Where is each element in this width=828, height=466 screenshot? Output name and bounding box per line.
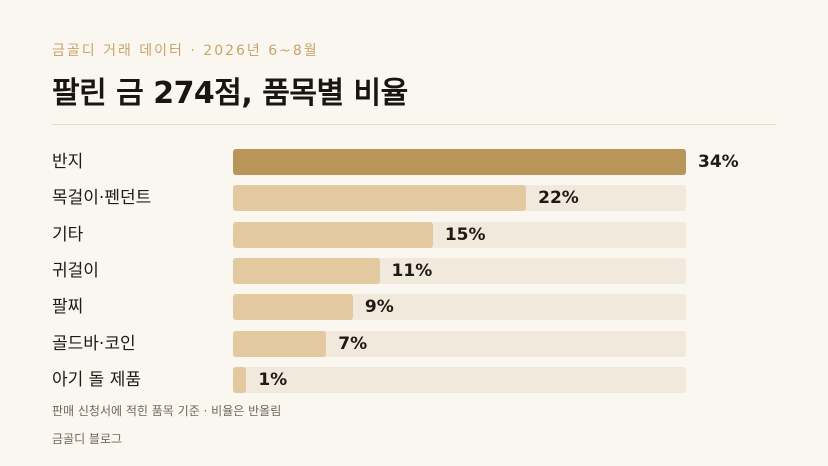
category-label: 귀걸이 — [52, 260, 99, 281]
bar — [233, 330, 327, 357]
bar-row: 반지 34% — [0, 148, 828, 176]
bar — [233, 149, 686, 175]
bar-row: 골드바·코인 7% — [0, 330, 828, 358]
brand-label: 금골디 블로그 — [52, 432, 123, 446]
bar-chart: 반지 34% 목걸이·펜던트 22% 기타 15% 귀걸이 11% 팔찌 9% 골드바·코인 7% 아기… — [0, 148, 828, 398]
category-label: 목걸이·펜던트 — [52, 188, 152, 209]
footnote: 판매 신청서에 적힌 품목 기준 · 비율은 반올림 — [52, 404, 282, 418]
page-title: 팔린 금 274점, 품목별 비율 — [52, 76, 408, 111]
value-label: 9% — [364, 297, 394, 318]
value-label: 15% — [444, 224, 486, 245]
divider — [52, 124, 776, 125]
category-label: 골드바·코인 — [52, 333, 136, 354]
bar-row: 목걸이·펜던트 22% — [0, 184, 828, 212]
bar-row: 기타 15% — [0, 221, 828, 249]
eyebrow: 금골디 거래 데이터 · 2026년 6~8월 — [52, 43, 319, 59]
bar — [233, 185, 527, 212]
value-label: 34% — [698, 152, 739, 172]
bar — [233, 221, 433, 248]
bar-row: 팔찌 9% — [0, 293, 828, 321]
bar-row: 귀걸이 11% — [0, 257, 828, 285]
value-label: 22% — [538, 188, 579, 209]
value-label: 11% — [391, 260, 433, 281]
bar-track — [233, 366, 686, 393]
bar — [233, 257, 380, 284]
category-label: 기타 — [52, 224, 84, 245]
value-label: 1% — [258, 369, 288, 390]
category-label: 아기 돌 제품 — [52, 369, 142, 390]
bar — [233, 366, 247, 393]
bar — [233, 294, 353, 321]
value-label: 7% — [338, 333, 368, 354]
bar-row: 아기 돌 제품 1% — [0, 366, 828, 394]
category-label: 팔찌 — [52, 297, 84, 318]
category-label: 반지 — [52, 152, 84, 172]
